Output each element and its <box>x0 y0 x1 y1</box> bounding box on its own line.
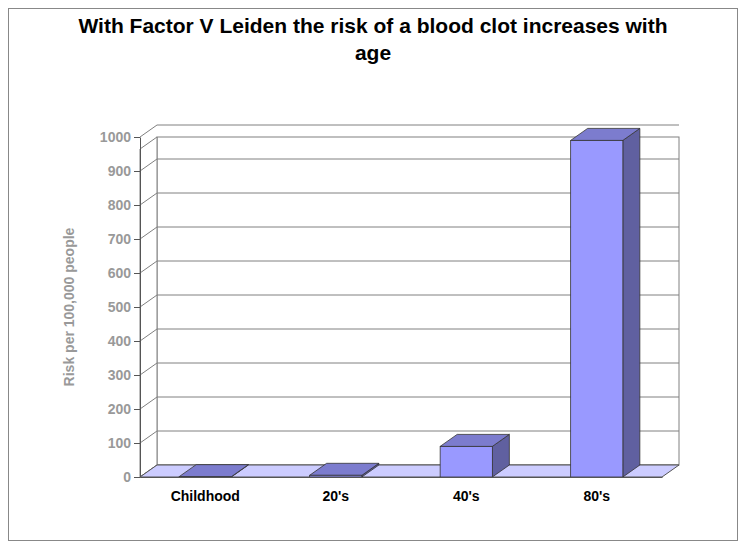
y-tick-mark <box>134 205 140 206</box>
y-tick-mark <box>134 477 140 478</box>
y-axis-line <box>140 138 141 478</box>
y-tick-mark <box>134 443 140 444</box>
y-tick-mark <box>134 341 140 342</box>
bar-top <box>179 465 248 477</box>
bar-top <box>571 128 640 140</box>
chart: With Factor V Leiden the risk of a blood… <box>0 0 746 549</box>
y-tick-label: 200 <box>108 401 132 417</box>
bar <box>571 128 640 477</box>
y-tick: 500 <box>108 299 140 315</box>
y-tick: 200 <box>108 401 140 417</box>
y-tick-mark <box>134 239 140 240</box>
bar <box>179 465 248 477</box>
y-tick-mark <box>134 137 140 138</box>
y-tick-mark <box>134 375 140 376</box>
title: With Factor V Leiden the risk of a blood… <box>78 14 667 64</box>
y-axis-title: Risk per 100,000 people <box>61 227 77 386</box>
y-tick-mark <box>134 273 140 274</box>
y-tick-label: 900 <box>108 163 132 179</box>
y-tick: 0 <box>123 469 140 485</box>
y-tick-mark <box>134 171 140 172</box>
y-tick-label: 100 <box>108 435 132 451</box>
y-tick: 700 <box>108 231 140 247</box>
bar <box>440 434 509 477</box>
y-tick: 1000 <box>100 129 140 145</box>
bar-front <box>440 446 492 477</box>
bar-side <box>623 128 640 477</box>
y-tick-label: 0 <box>123 469 131 485</box>
bar-top <box>440 434 509 446</box>
side-wall <box>140 137 157 477</box>
y-tick: 100 <box>108 435 140 451</box>
y-tick-label: 500 <box>108 299 132 315</box>
plot-walls <box>140 137 679 477</box>
bars <box>179 128 640 477</box>
y-tick-label: 800 <box>108 197 132 213</box>
y-tick-label: 700 <box>108 231 132 247</box>
bar-front <box>310 475 362 477</box>
y-tick: 600 <box>108 265 140 281</box>
x-tick: 20's <box>322 488 349 504</box>
y-axis: 0 100 200 300 400 500 600 700 800 900 1000 <box>100 129 141 485</box>
y-tick-label: 600 <box>108 265 132 281</box>
y-tick-label: 300 <box>108 367 132 383</box>
y-tick: 800 <box>108 197 140 213</box>
x-axis-line <box>141 477 663 478</box>
y-tick-mark <box>134 409 140 410</box>
x-tick-label: Childhood <box>171 488 240 504</box>
grid <box>140 125 679 477</box>
x-tick: 80's <box>583 488 610 504</box>
y-tick-label: 1000 <box>100 129 131 145</box>
x-tick: Childhood <box>171 488 240 504</box>
bar-front <box>571 140 623 477</box>
x-tick-label: 80's <box>583 488 610 504</box>
y-tick: 900 <box>108 163 140 179</box>
x-tick: 40's <box>453 488 480 504</box>
y-tick: 300 <box>108 367 140 383</box>
y-tick-label: 400 <box>108 333 132 349</box>
chart-border <box>9 9 738 541</box>
x-tick-label: 40's <box>453 488 480 504</box>
y-tick-mark <box>134 307 140 308</box>
bar <box>310 463 379 477</box>
y-tick: 400 <box>108 333 140 349</box>
x-tick-label: 20's <box>322 488 349 504</box>
bar-top <box>310 463 379 475</box>
x-axis: Childhood 20's 40's 80's <box>141 478 663 504</box>
